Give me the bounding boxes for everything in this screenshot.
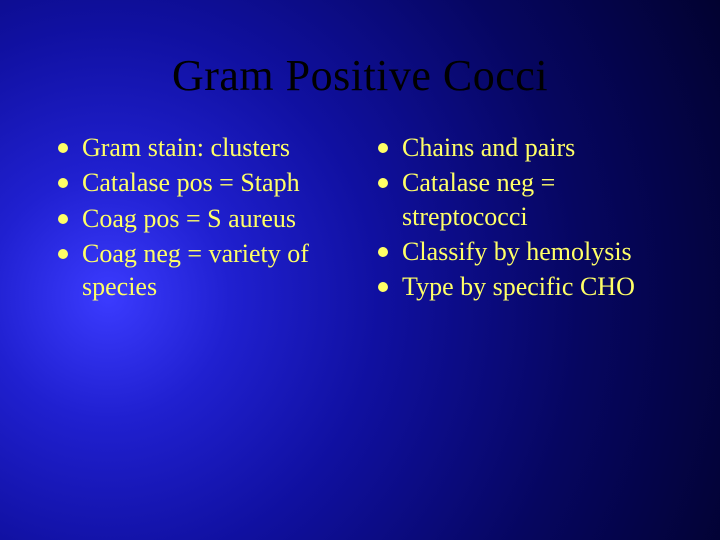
list-item: Chains and pairs <box>378 131 668 164</box>
slide-title: Gram Positive Cocci <box>0 0 720 131</box>
list-item-text: Coag neg = variety of species <box>82 237 368 304</box>
list-item-text: Type by specific CHO <box>402 270 668 303</box>
bullet-icon <box>58 178 68 188</box>
left-column: Gram stain: clusters Catalase pos = Stap… <box>58 131 368 305</box>
bullet-icon <box>378 143 388 153</box>
bullet-icon <box>58 143 68 153</box>
list-item-text: Chains and pairs <box>402 131 668 164</box>
list-item: Classify by hemolysis <box>378 235 668 268</box>
list-item-text: Catalase neg = streptococci <box>402 166 668 233</box>
content-columns: Gram stain: clusters Catalase pos = Stap… <box>0 131 720 305</box>
right-column: Chains and pairs Catalase neg = streptoc… <box>378 131 668 305</box>
list-item-text: Catalase pos = Staph <box>82 166 368 199</box>
bullet-icon <box>378 282 388 292</box>
list-item: Gram stain: clusters <box>58 131 368 164</box>
list-item-text: Classify by hemolysis <box>402 235 668 268</box>
list-item: Catalase neg = streptococci <box>378 166 668 233</box>
list-item: Coag neg = variety of species <box>58 237 368 304</box>
list-item: Catalase pos = Staph <box>58 166 368 199</box>
list-item: Coag pos = S aureus <box>58 202 368 235</box>
bullet-icon <box>378 247 388 257</box>
list-item-text: Coag pos = S aureus <box>82 202 368 235</box>
bullet-icon <box>378 178 388 188</box>
bullet-icon <box>58 249 68 259</box>
list-item: Type by specific CHO <box>378 270 668 303</box>
bullet-icon <box>58 214 68 224</box>
list-item-text: Gram stain: clusters <box>82 131 368 164</box>
